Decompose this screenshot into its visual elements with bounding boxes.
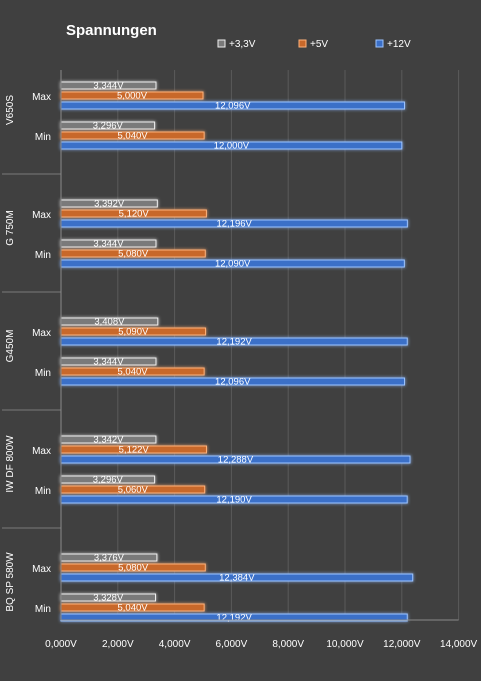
row-label: Max bbox=[32, 210, 51, 221]
group-label: V650S bbox=[5, 95, 16, 125]
bar-value-label: 3,342V bbox=[93, 435, 124, 446]
row-label: Max bbox=[32, 564, 51, 575]
bar-value-label: 5,080V bbox=[118, 249, 149, 260]
bar-value-label: 5,060V bbox=[118, 485, 149, 496]
row-label: Max bbox=[32, 328, 51, 339]
group-label: G450M bbox=[5, 330, 16, 363]
category-groups: V650S Max Min G 750M Max Min G450M Max Min IW DF … bbox=[2, 92, 61, 615]
bar-value-label: 12,096V bbox=[215, 377, 251, 388]
bar-value-label: 5,090V bbox=[118, 327, 149, 338]
bar-value-label: 12,288V bbox=[218, 455, 254, 466]
legend-label: +12V bbox=[387, 39, 411, 50]
legend: +3,3V +5V +12V bbox=[217, 39, 411, 50]
row-label: Min bbox=[35, 368, 51, 379]
bars: 3,344V5,000V12,096V3,296V5,040V12,000V3,… bbox=[60, 81, 414, 624]
group-label: G 750M bbox=[5, 210, 16, 246]
bar-value-label: 3,328V bbox=[93, 593, 124, 604]
x-tick-label: 12,000V bbox=[383, 639, 421, 650]
bar-value-label: 12,090V bbox=[215, 259, 251, 270]
bar-value-label: 12,190V bbox=[216, 495, 252, 506]
x-tick-label: 0,000V bbox=[45, 639, 77, 650]
bar-value-label: 5,040V bbox=[118, 603, 149, 614]
bar-value-label: 3,296V bbox=[93, 121, 124, 132]
row-label: Max bbox=[32, 92, 51, 103]
legend-swatch bbox=[375, 39, 384, 48]
bar-value-label: 3,376V bbox=[94, 553, 125, 564]
bar-value-label: 5,000V bbox=[117, 91, 148, 102]
group-label: BQ SP 580W bbox=[5, 552, 16, 612]
bar-value-label: 3,392V bbox=[94, 199, 125, 210]
x-tick-label: 4,000V bbox=[159, 639, 191, 650]
chart-title: Spannungen bbox=[66, 22, 157, 39]
bar-value-label: 5,040V bbox=[118, 367, 149, 378]
legend-swatch bbox=[217, 39, 226, 48]
x-axis: 0,000V 2,000V 4,000V 6,000V 8,000V 10,000V 12,… bbox=[45, 70, 478, 650]
row-label: Min bbox=[35, 132, 51, 143]
x-tick-label: 14,000V bbox=[440, 639, 478, 650]
bar-value-label: 12,192V bbox=[216, 337, 252, 348]
bar-value-label: 5,080V bbox=[118, 563, 149, 574]
bar-value-label: 3,344V bbox=[93, 81, 124, 92]
x-tick-label: 10,000V bbox=[326, 639, 364, 650]
bar-value-label: 5,120V bbox=[119, 209, 150, 220]
x-tick-label: 2,000V bbox=[102, 639, 134, 650]
bar-value-label: 12,384V bbox=[219, 573, 255, 584]
bar-value-label: 12,096V bbox=[215, 101, 251, 112]
row-label: Max bbox=[32, 446, 51, 457]
legend-swatch bbox=[298, 39, 307, 48]
legend-label: +5V bbox=[310, 39, 328, 50]
bar-value-label: 12,000V bbox=[214, 141, 250, 152]
row-label: Min bbox=[35, 604, 51, 615]
x-tick-label: 6,000V bbox=[216, 639, 248, 650]
bar-value-label: 5,040V bbox=[118, 131, 149, 142]
bar-value-label: 3,408V bbox=[94, 317, 125, 328]
bar-value-label: 5,122V bbox=[119, 445, 150, 456]
group-label: IW DF 800W bbox=[5, 435, 16, 493]
bar-value-label: 3,296V bbox=[93, 475, 124, 486]
bar-value-label: 12,196V bbox=[216, 219, 252, 230]
x-tick-label: 8,000V bbox=[272, 639, 304, 650]
legend-label: +3,3V bbox=[229, 39, 256, 50]
row-label: Min bbox=[35, 250, 51, 261]
bar-value-label: 12,192V bbox=[216, 613, 252, 624]
bar-value-label: 3,344V bbox=[93, 239, 124, 250]
row-label: Min bbox=[35, 486, 51, 497]
bar-value-label: 3,344V bbox=[93, 357, 124, 368]
